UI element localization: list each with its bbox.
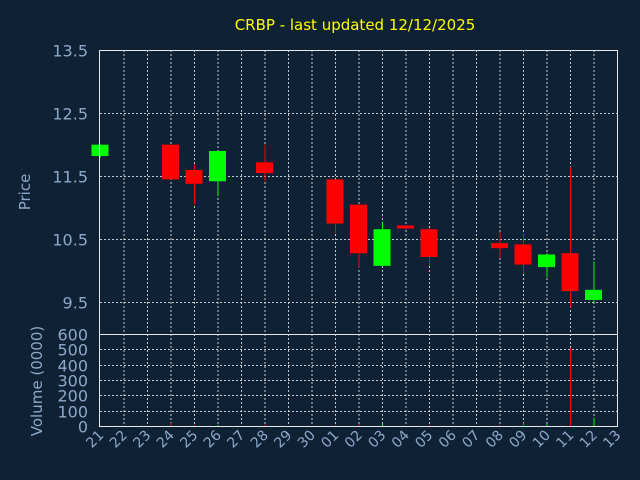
candle	[326, 179, 344, 234]
volume-y-tick-label: 200	[57, 387, 88, 406]
price-y-axis-label: Price	[16, 174, 34, 211]
x-axis-ticks: 21 22 23 24 25 26 27 28 29 30 01 02 03 04 05 06 07 08 09 10…	[83, 427, 624, 451]
candle-body	[561, 253, 579, 292]
volume-y-axis-label: Volume (0000)	[28, 326, 46, 436]
candle	[491, 231, 508, 259]
volume-bar	[382, 423, 383, 426]
x-tick-label: 05	[412, 428, 436, 452]
x-tick-label: 13	[600, 428, 624, 452]
volume-bar	[335, 425, 336, 426]
volume-bar	[499, 425, 501, 426]
volume-y-tick-label: 0	[78, 418, 88, 437]
x-tick-label: 03	[365, 428, 389, 452]
x-tick-label: 11	[553, 428, 577, 452]
x-tick-label: 09	[506, 428, 530, 452]
x-tick-label: 27	[224, 428, 248, 452]
volume-bar	[593, 417, 595, 426]
candle-body	[491, 243, 508, 249]
volume-bars	[170, 347, 595, 426]
volume-y-tick-label: 600	[57, 326, 88, 345]
volume-y-tick-label: 400	[57, 357, 88, 376]
volume-bar	[264, 424, 266, 426]
x-tick-label: 08	[483, 428, 507, 452]
candle-body	[162, 144, 179, 180]
volume-y-tick-label: 100	[57, 403, 88, 422]
x-tick-label: 10	[530, 428, 554, 452]
volume-bar	[217, 425, 219, 426]
price-y-tick-label: 12.5	[52, 105, 88, 124]
x-tick-label: 24	[154, 427, 178, 451]
x-tick-label: 12	[577, 428, 601, 452]
volume-y-tick-label: 300	[57, 372, 88, 391]
candle-body	[514, 244, 532, 265]
candle-body	[538, 254, 555, 268]
candle-body	[373, 229, 391, 266]
chart-title: CRBP - last updated 12/12/2025	[235, 16, 476, 34]
candle-body	[397, 225, 414, 229]
candle	[256, 144, 273, 182]
x-tick-label: 26	[201, 427, 225, 451]
volume-bar	[570, 347, 571, 426]
candle	[585, 261, 602, 303]
x-tick-label: 28	[248, 428, 272, 452]
volume-bar	[194, 424, 195, 426]
volume-bar	[546, 424, 548, 426]
candle	[350, 204, 367, 268]
price-y-ticks: 13.5 12.5 11.5 10.5 9.5	[52, 42, 88, 313]
volume-bar	[358, 424, 360, 426]
x-tick-label: 06	[436, 427, 460, 451]
candle	[162, 144, 179, 180]
x-axis-label: Day	[334, 460, 362, 476]
volume-grid	[100, 334, 617, 426]
price-y-tick-label: 13.5	[52, 42, 88, 61]
volume-y-tick-label: 500	[57, 341, 88, 360]
x-tick-label: 23	[130, 428, 154, 452]
candle	[420, 227, 438, 266]
price-y-tick-label: 10.5	[52, 231, 88, 250]
candles	[91, 144, 602, 308]
x-tick-label: 07	[459, 428, 483, 452]
price-y-tick-label: 11.5	[52, 168, 88, 187]
x-tick-label: 29	[271, 428, 295, 452]
candle	[538, 253, 555, 278]
x-tick-label: 04	[389, 427, 413, 451]
candle-body	[420, 229, 438, 258]
candle-body	[585, 289, 602, 300]
candle-body	[350, 204, 367, 254]
x-tick-label: 01	[318, 428, 342, 452]
candle	[514, 234, 532, 275]
candle-body	[256, 162, 273, 174]
x-tick-label: 22	[107, 428, 131, 452]
volume-plot-frame	[99, 334, 618, 427]
candle-body	[185, 169, 203, 184]
x-tick-label: 25	[177, 428, 201, 452]
volume-bar	[429, 425, 430, 426]
price-panel: 13.5 12.5 11.5 10.5 9.5 Price	[16, 42, 618, 335]
price-y-tick-label: 9.5	[63, 294, 88, 313]
candle	[561, 166, 579, 308]
candle	[209, 150, 226, 197]
x-tick-label: 30	[295, 428, 319, 452]
volume-bar	[170, 422, 172, 426]
candle	[185, 164, 203, 205]
candle	[397, 225, 414, 230]
candle	[373, 221, 391, 266]
volume-bar	[523, 423, 524, 426]
candle-body	[326, 179, 344, 224]
price-grid	[100, 50, 617, 334]
x-tick-label: 02	[342, 428, 366, 452]
candle-body	[209, 150, 226, 182]
